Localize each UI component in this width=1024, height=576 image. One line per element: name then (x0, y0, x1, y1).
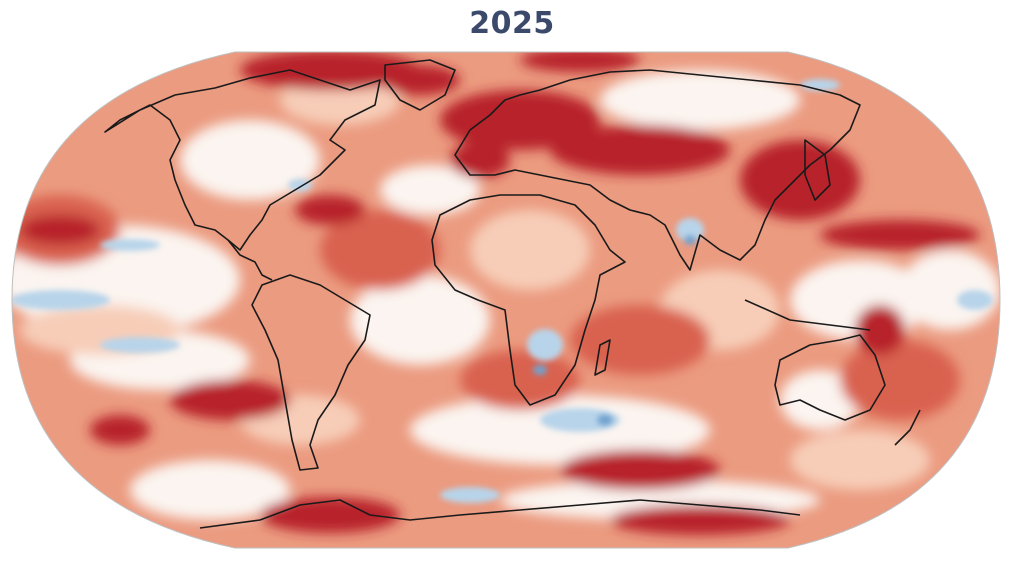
very-warm-region (170, 380, 290, 420)
slight-cool-region (100, 239, 160, 251)
japan-coast (804, 139, 831, 201)
very-warm-region (560, 450, 720, 490)
slight-cool-region (957, 290, 993, 310)
australia-coast (774, 334, 886, 421)
slight-cool-region (440, 487, 500, 503)
slight-cool-region (288, 179, 312, 191)
very-warm-region (520, 52, 640, 72)
slight-cool-region (540, 408, 620, 432)
slight-cool-region (100, 337, 180, 353)
anomaly-field (12, 52, 1000, 548)
very-warm-region (820, 220, 980, 250)
warm-region (320, 210, 440, 290)
near-normal-region (180, 120, 320, 200)
very-warm-region (20, 215, 100, 245)
very-warm-region (550, 125, 730, 175)
greenland-coast (384, 59, 456, 111)
near-normal-region (600, 70, 800, 130)
near-normal-region (780, 370, 860, 430)
warm-region (840, 340, 960, 420)
south-america-coast (251, 274, 371, 471)
africa-coast (431, 194, 626, 406)
near-normal-region (130, 460, 290, 520)
new-zealand-coast (894, 409, 921, 446)
map-outline (11, 51, 1001, 549)
north-america-coast (104, 69, 381, 251)
very-warm-region (260, 497, 400, 533)
very-warm-region (610, 505, 790, 535)
very-warm-region (440, 90, 600, 150)
very-warm-region (240, 52, 420, 90)
cool-region (684, 235, 696, 245)
eurasia-coast (454, 69, 861, 271)
very-warm-region (855, 305, 905, 355)
warm-region (460, 350, 580, 410)
very-warm-region (740, 140, 860, 220)
antarctica-coast (199, 499, 801, 529)
coastlines (104, 59, 921, 529)
near-normal-region (380, 165, 480, 215)
near-normal-region (900, 250, 1000, 330)
cool-region (533, 365, 547, 375)
near-normal-region (350, 275, 490, 365)
central-america-coast (227, 239, 273, 281)
indonesia-coast (744, 299, 871, 331)
slight-warm-region (790, 430, 930, 490)
very-warm-region (380, 65, 460, 95)
slight-cool-region (676, 218, 704, 242)
very-warm-region (295, 195, 365, 225)
slight-warm-region (470, 210, 590, 290)
very-warm-region (90, 415, 150, 445)
warm-region (570, 305, 710, 375)
slight-cool-region (527, 329, 563, 361)
cool-region (597, 414, 613, 426)
map-title: 2025 (469, 6, 555, 41)
slight-cool-region (12, 290, 110, 310)
madagascar-coast (594, 339, 611, 376)
